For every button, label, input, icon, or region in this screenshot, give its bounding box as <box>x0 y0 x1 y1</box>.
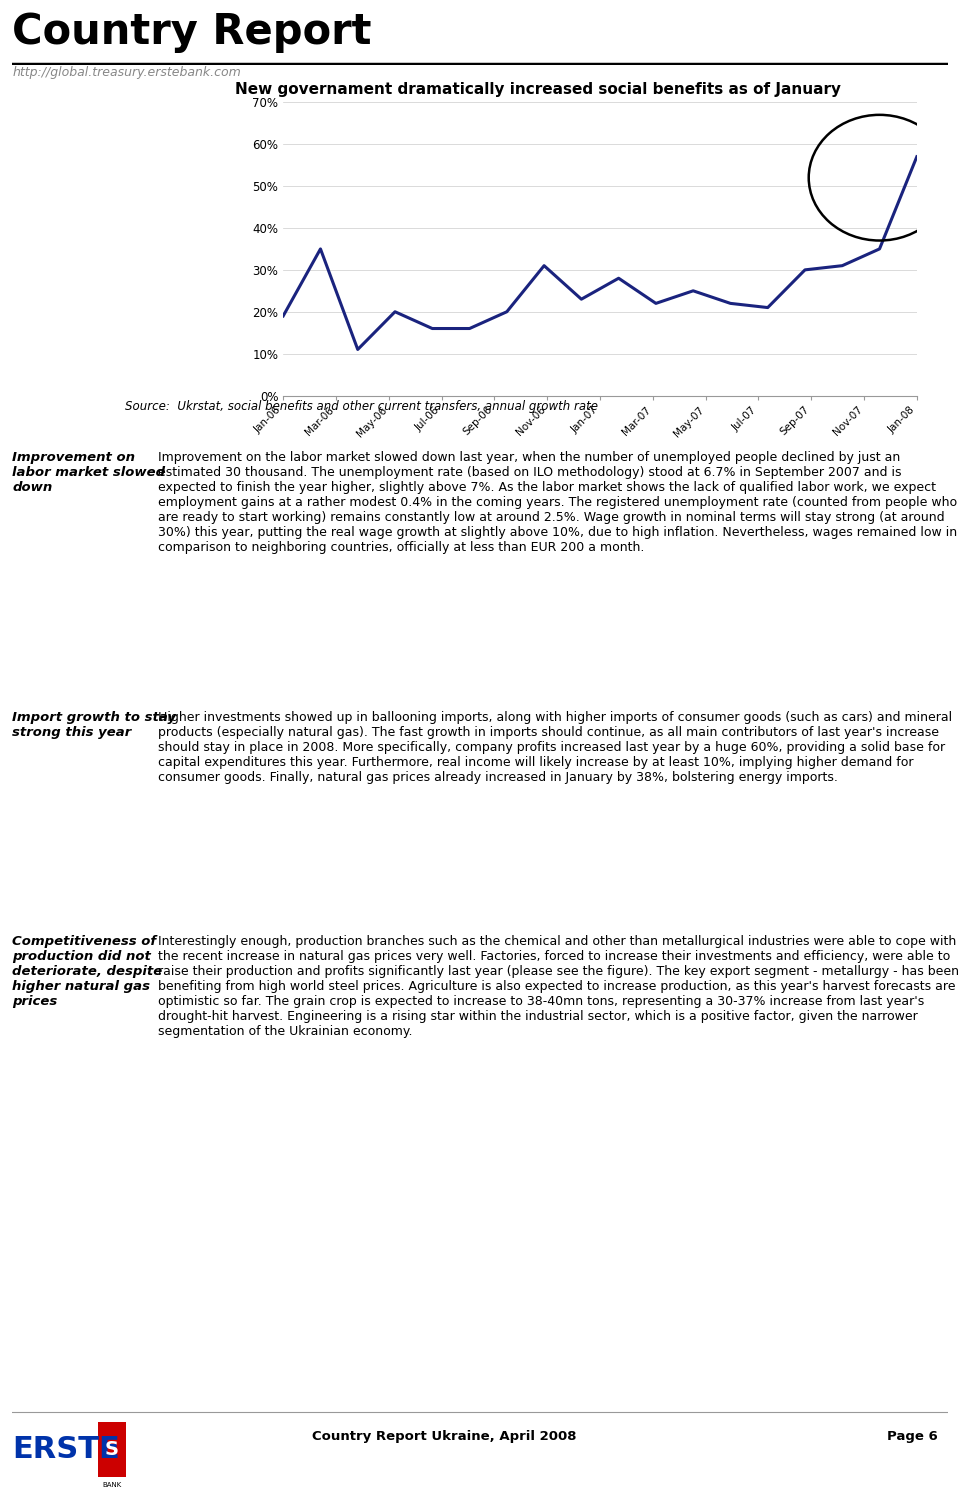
Text: S: S <box>105 1441 119 1459</box>
Text: Country Report: Country Report <box>12 11 372 53</box>
FancyBboxPatch shape <box>98 1423 126 1477</box>
Text: Improvement on the labor market slowed down last year, when the number of unempl: Improvement on the labor market slowed d… <box>158 451 957 553</box>
Text: Country Report Ukraine, April 2008: Country Report Ukraine, April 2008 <box>312 1430 576 1442</box>
Text: http://global.treasury.erstebank.com: http://global.treasury.erstebank.com <box>12 66 241 78</box>
Text: Source:  Ukrstat, social benefits and other current transfers, annual growth rat: Source: Ukrstat, social benefits and oth… <box>125 400 598 414</box>
Text: Interestingly enough, production branches such as the chemical and other than me: Interestingly enough, production branche… <box>158 935 959 1038</box>
Text: Higher investments showed up in ballooning imports, along with higher imports of: Higher investments showed up in ballooni… <box>158 711 952 785</box>
Text: Competitiveness of
production did not
deteriorate, despite
higher natural gas
pr: Competitiveness of production did not de… <box>12 935 163 1009</box>
Text: BANK: BANK <box>102 1481 122 1487</box>
Text: ERSTE: ERSTE <box>12 1435 120 1465</box>
Text: Import growth to stay
strong this year: Import growth to stay strong this year <box>12 711 177 740</box>
Text: Improvement on
labor market slowed
down: Improvement on labor market slowed down <box>12 451 166 495</box>
Text: New governament dramatically increased social benefits as of January: New governament dramatically increased s… <box>234 83 841 96</box>
Text: Page 6: Page 6 <box>887 1430 938 1442</box>
